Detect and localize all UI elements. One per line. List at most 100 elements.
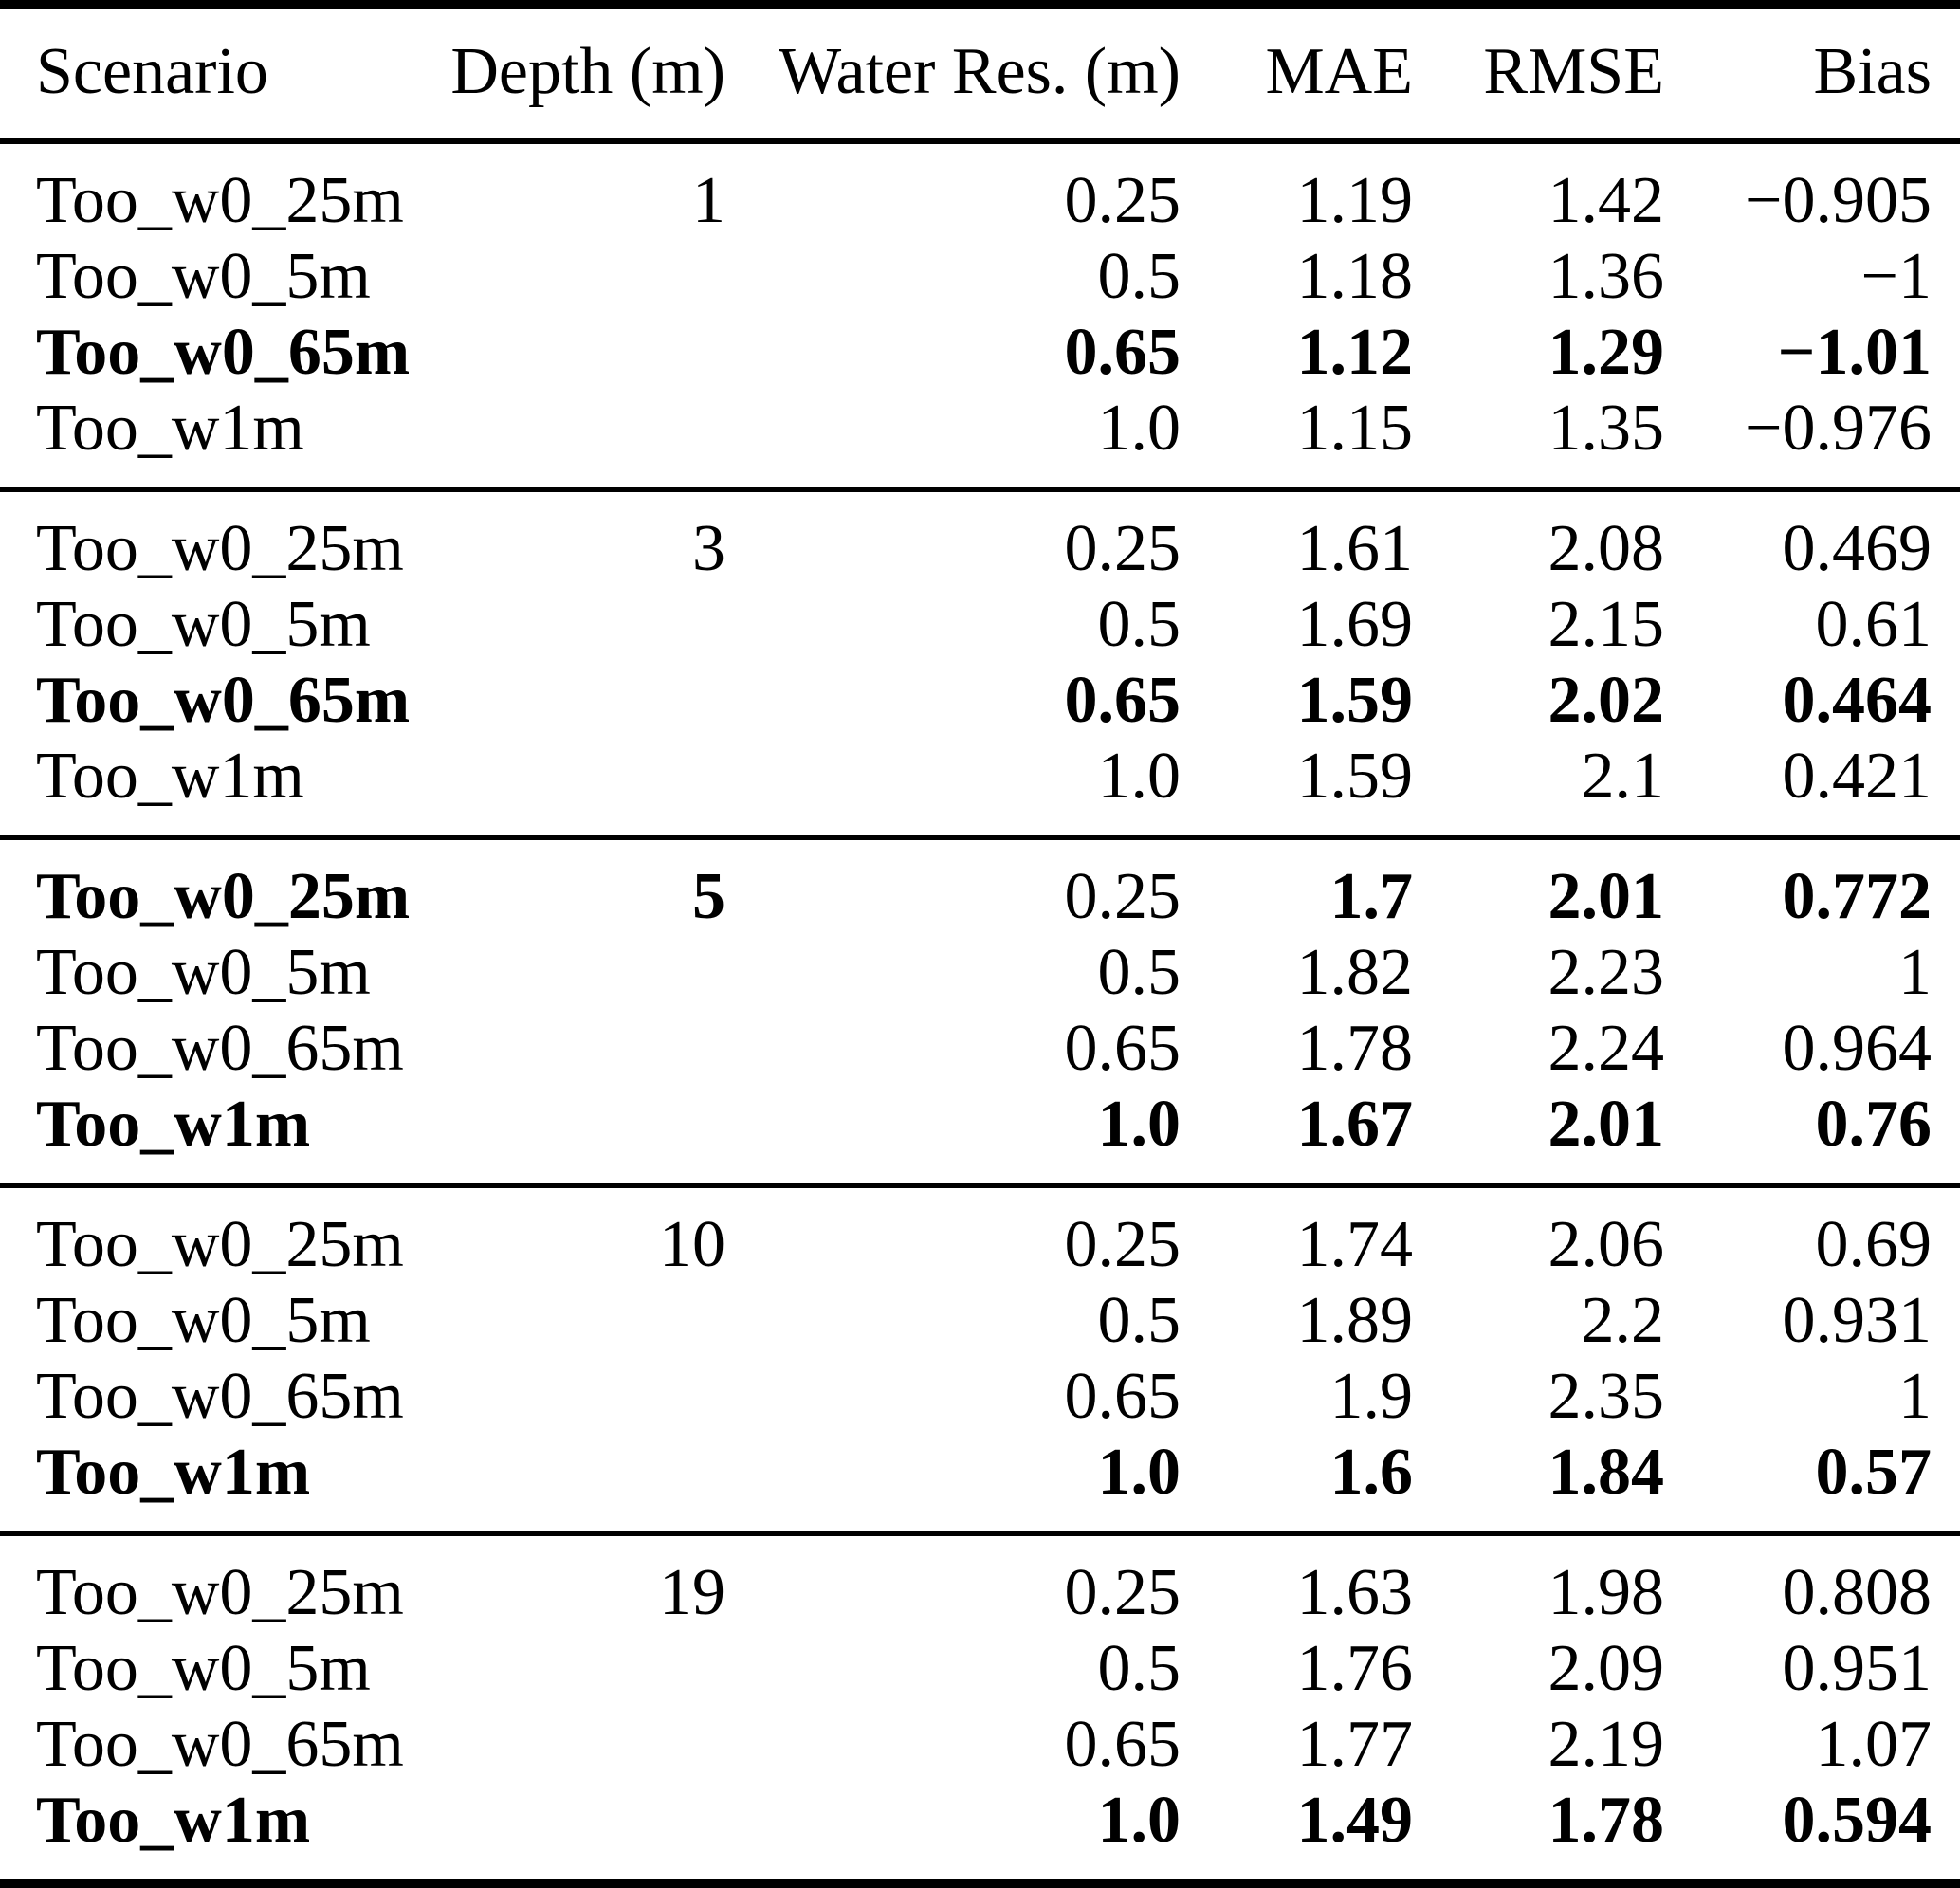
cell-bias: 1 <box>1898 1360 1932 1433</box>
cell-scenario: Too_w1m <box>36 392 304 465</box>
table-row: Too_w1m 1.0 1.49 1.78 0.594 <box>0 1783 1960 1884</box>
column-header-rmse: RMSE <box>1413 5 1664 144</box>
cell-mae: 1.82 <box>1296 936 1414 1009</box>
cell-mae: 1.19 <box>1296 164 1414 237</box>
table-row: Too_w0_25m 19 0.25 1.63 1.98 0.808 <box>0 1531 1960 1631</box>
cell-mae: 1.69 <box>1296 588 1414 661</box>
cell-scenario: Too_w0_25m <box>0 835 436 935</box>
cell-depth-empty <box>436 739 725 838</box>
cell-scenario: Too_w0_25m <box>0 487 436 587</box>
cell-rmse: 2.01 <box>1413 835 1664 935</box>
cell-bias: 0.69 <box>1664 1183 1960 1283</box>
cell-rmse: 2.02 <box>1548 664 1665 737</box>
cell-mae: 1.59 <box>1296 664 1414 737</box>
cell-depth-empty <box>436 1087 725 1186</box>
cell-water-res: 0.5 <box>1097 588 1181 661</box>
table-row: Too_w1m 1.0 1.6 1.84 0.57 <box>0 1435 1960 1534</box>
table-row: Too_w0_5m 0.5 1.18 1.36 −1 <box>0 239 1960 315</box>
cell-water-res: 0.5 <box>1097 936 1181 1009</box>
table-row: Too_w0_65m 0.65 1.59 2.02 0.464 <box>0 663 1960 739</box>
table-row: Too_w1m 1.0 1.67 2.01 0.76 <box>0 1087 1960 1186</box>
cell-bias: 0.951 <box>1782 1632 1933 1705</box>
cell-rmse: 1.29 <box>1548 316 1665 389</box>
cell-scenario: Too_w1m <box>36 1088 311 1161</box>
cell-bias: 0.421 <box>1782 740 1933 813</box>
cell-depth: 19 <box>436 1531 725 1631</box>
cell-rmse: 2.19 <box>1548 1708 1665 1781</box>
cell-scenario: Too_w0_5m <box>36 588 371 661</box>
cell-mae: 1.9 <box>1329 1360 1414 1433</box>
cell-scenario: Too_w1m <box>36 740 304 813</box>
cell-scenario: Too_w0_5m <box>36 1284 371 1357</box>
cell-depth: 10 <box>436 1183 725 1283</box>
table-row: Too_w0_65m 0.65 1.9 2.35 1 <box>0 1359 1960 1435</box>
cell-depth-empty <box>436 1359 725 1435</box>
cell-rmse: 1.35 <box>1548 392 1665 465</box>
table-row: Too_w0_25m 1 0.25 1.19 1.42 −0.905 <box>0 141 1960 239</box>
cell-bias: 0.931 <box>1782 1284 1933 1357</box>
cell-scenario: Too_w0_5m <box>36 240 371 313</box>
cell-water-res: 1.0 <box>1097 1436 1181 1509</box>
cell-water-res: 0.65 <box>1064 1012 1181 1085</box>
cell-water-res: 1.0 <box>1097 1088 1181 1161</box>
table-row: Too_w0_65m 0.65 1.77 2.19 1.07 <box>0 1707 1960 1783</box>
cell-bias: 0.808 <box>1664 1531 1960 1631</box>
cell-bias: −1.01 <box>1777 316 1932 389</box>
cell-rmse: 1.84 <box>1548 1436 1665 1509</box>
cell-water-res: 0.65 <box>1064 1708 1181 1781</box>
cell-scenario: Too_w0_5m <box>36 1632 371 1705</box>
cell-depth-empty <box>436 587 725 663</box>
cell-mae: 1.74 <box>1181 1183 1413 1283</box>
column-header-water-res: Water Res. (m) <box>725 5 1181 144</box>
table-row: Too_w0_25m 10 0.25 1.74 2.06 0.69 <box>0 1183 1960 1283</box>
cell-bias: 0.594 <box>1782 1784 1933 1857</box>
table-row: Too_w0_5m 0.5 1.89 2.2 0.931 <box>0 1283 1960 1359</box>
column-header-bias: Bias <box>1664 5 1960 144</box>
cell-mae: 1.18 <box>1296 240 1414 313</box>
cell-bias: 0.464 <box>1782 664 1933 737</box>
cell-rmse: 2.23 <box>1548 936 1665 1009</box>
cell-mae: 1.6 <box>1329 1436 1414 1509</box>
cell-bias: −0.905 <box>1745 164 1932 237</box>
cell-bias: 1.07 <box>1815 1708 1933 1781</box>
cell-depth-empty <box>436 1283 725 1359</box>
cell-rmse: 1.98 <box>1413 1531 1664 1631</box>
cell-water-res: 0.25 <box>725 487 1181 587</box>
cell-bias: −1 <box>1860 240 1932 313</box>
cell-water-res: 0.25 <box>725 1531 1181 1631</box>
cell-mae: 1.49 <box>1296 1784 1414 1857</box>
cell-water-res: 1.0 <box>1097 1784 1181 1857</box>
cell-scenario: Too_w1m <box>36 1436 311 1509</box>
cell-mae: 1.7 <box>1181 835 1413 935</box>
cell-rmse: 2.1 <box>1581 740 1665 813</box>
cell-depth-empty <box>436 1707 725 1783</box>
cell-bias: 0.469 <box>1664 487 1960 587</box>
table-row: Too_w0_65m 0.65 1.78 2.24 0.964 <box>0 1011 1960 1087</box>
table-row: Too_w0_65m 0.65 1.12 1.29 −1.01 <box>0 315 1960 391</box>
cell-depth-empty <box>436 1783 725 1884</box>
cell-bias: 0.964 <box>1782 1012 1933 1085</box>
cell-scenario: Too_w1m <box>36 1784 311 1857</box>
table-row: Too_w1m 1.0 1.59 2.1 0.421 <box>0 739 1960 838</box>
cell-depth-empty <box>436 391 725 490</box>
cell-rmse: 1.78 <box>1548 1784 1665 1857</box>
cell-mae: 1.89 <box>1296 1284 1414 1357</box>
cell-water-res: 0.65 <box>1064 316 1181 389</box>
cell-depth-empty <box>436 1631 725 1707</box>
cell-bias: 0.76 <box>1815 1088 1933 1161</box>
table-row: Too_w0_25m 3 0.25 1.61 2.08 0.469 <box>0 487 1960 587</box>
column-header-scenario: Scenario <box>0 5 436 144</box>
cell-depth-empty <box>436 315 725 391</box>
table-row: Too_w0_5m 0.5 1.82 2.23 1 <box>0 935 1960 1011</box>
cell-scenario: Too_w0_65m <box>36 1360 404 1433</box>
cell-rmse: 2.15 <box>1548 588 1665 661</box>
cell-mae: 1.77 <box>1296 1708 1414 1781</box>
cell-scenario: Too_w0_25m <box>36 164 404 237</box>
cell-rmse: 2.24 <box>1548 1012 1665 1085</box>
cell-mae: 1.67 <box>1296 1088 1414 1161</box>
cell-depth-empty <box>436 1435 725 1534</box>
table-row: Too_w0_5m 0.5 1.76 2.09 0.951 <box>0 1631 1960 1707</box>
cell-mae: 1.59 <box>1296 740 1414 813</box>
